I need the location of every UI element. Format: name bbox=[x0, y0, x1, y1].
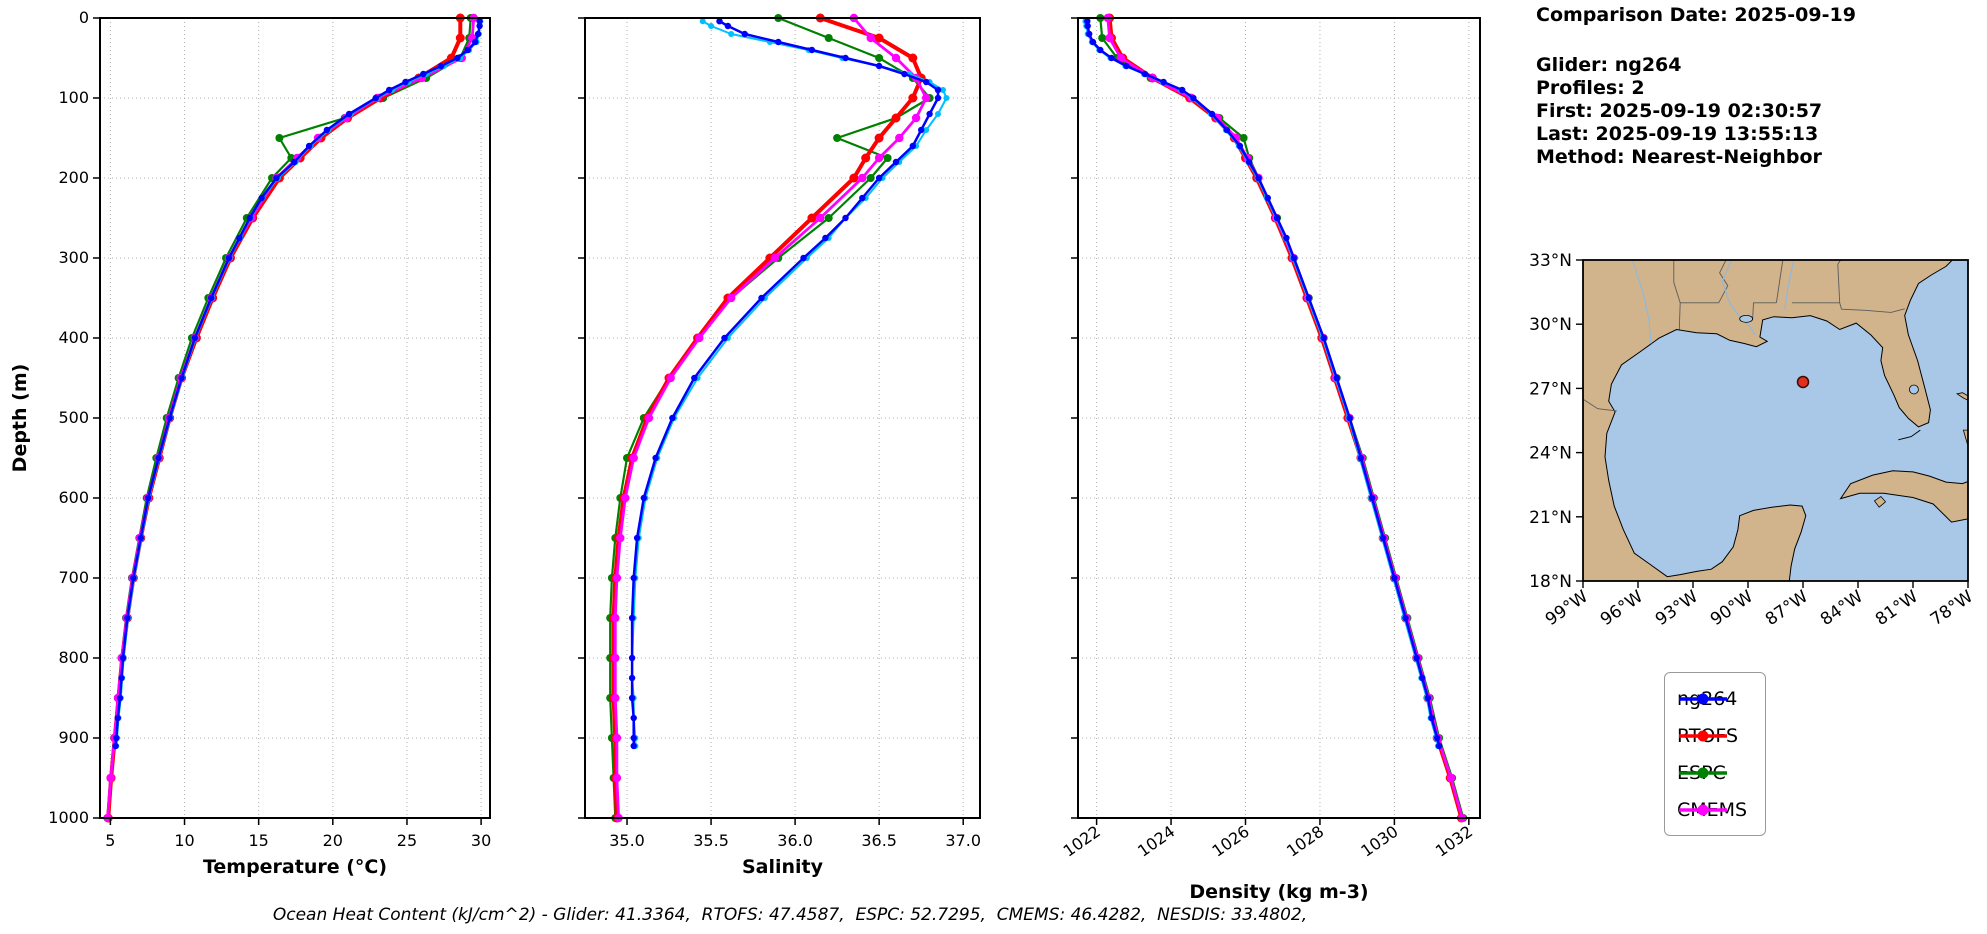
salinity-axis-label: Salinity bbox=[742, 856, 824, 878]
svg-text:81°W: 81°W bbox=[1872, 587, 1922, 630]
series-ESPC bbox=[1096, 14, 1468, 822]
svg-text:1000: 1000 bbox=[48, 808, 89, 827]
legend-item-espc: ESPC bbox=[1677, 754, 1747, 791]
legend-line-sample bbox=[1679, 804, 1727, 815]
svg-text:600: 600 bbox=[58, 488, 89, 507]
series-RTOFS bbox=[609, 13, 926, 823]
svg-text:93°W: 93°W bbox=[1652, 587, 1702, 630]
svg-text:87°W: 87°W bbox=[1762, 587, 1812, 630]
grid bbox=[1078, 17, 1480, 819]
svg-text:200: 200 bbox=[58, 168, 89, 187]
svg-text:1022: 1022 bbox=[1060, 822, 1104, 861]
svg-text:35.5: 35.5 bbox=[693, 831, 729, 850]
svg-text:30: 30 bbox=[471, 831, 491, 850]
svg-text:1026: 1026 bbox=[1209, 822, 1253, 861]
temperature-plot: 5 10 15 20 25 3001002003004005006007008009001… bbox=[9, 8, 491, 878]
land-north-america bbox=[1582, 259, 1954, 582]
salinity-plot: 35.0 35.5 36.0 36.5 37.0 Salinity bbox=[578, 13, 981, 878]
land-isla-juventud bbox=[1873, 495, 1887, 508]
plot-frame bbox=[99, 17, 491, 819]
state-borders bbox=[1582, 259, 1905, 412]
svg-text:800: 800 bbox=[58, 648, 89, 667]
axis-ticks: 5 10 15 20 25 3001002003004005006007008009001… bbox=[48, 8, 491, 850]
info-panel: Comparison Date: 2025-09-19 Glider: ng26… bbox=[1536, 4, 1856, 169]
axis-ticks: 1022 1024 1026 1028 1030 1032 bbox=[1060, 17, 1476, 861]
lake-okeechobee bbox=[1909, 384, 1919, 395]
method: Method: Nearest-Neighbor bbox=[1536, 146, 1822, 168]
svg-text:20: 20 bbox=[323, 831, 343, 850]
ocean-heat-content-text: Ocean Heat Content (kJ/cm^2) - Glider: 4… bbox=[272, 905, 1308, 925]
series-CMEMS bbox=[611, 13, 931, 823]
land-cuba bbox=[1839, 470, 1969, 523]
series-ng264 bbox=[112, 18, 483, 750]
svg-text:300: 300 bbox=[58, 248, 89, 267]
legend-item-ng264: ng264 bbox=[1677, 680, 1747, 717]
last-time: Last: 2025-09-19 13:55:13 bbox=[1536, 123, 1819, 145]
svg-text:96°W: 96°W bbox=[1597, 587, 1647, 630]
series-ng264 bbox=[1084, 18, 1443, 750]
svg-text:100: 100 bbox=[58, 88, 89, 107]
series-RTOFS bbox=[1105, 13, 1466, 823]
svg-text:35.0: 35.0 bbox=[609, 831, 645, 850]
legend-line-sample bbox=[1679, 767, 1727, 778]
svg-text:33°N: 33°N bbox=[1529, 251, 1572, 271]
legend: ng264 RTOFS ESPC CMEMS bbox=[1664, 672, 1767, 836]
gulf-of-mexico-map: 33°N 30°N 27°N 24°N 21°N 18°N99°W 96°W 93°W 90°W… bbox=[1529, 251, 1977, 630]
depth-axis-label: Depth (m) bbox=[9, 364, 31, 473]
series-ng264-profile2 bbox=[113, 18, 484, 749]
rivers bbox=[1631, 259, 1795, 344]
series-ESPC bbox=[103, 14, 475, 822]
svg-text:1032: 1032 bbox=[1432, 822, 1476, 861]
density-axis-label: Density (kg m-3) bbox=[1189, 881, 1368, 903]
svg-text:27°N: 27°N bbox=[1529, 379, 1572, 399]
svg-text:84°W: 84°W bbox=[1817, 587, 1867, 630]
lake-pontchartrain bbox=[1739, 314, 1754, 323]
svg-text:10: 10 bbox=[174, 831, 194, 850]
svg-text:90°W: 90°W bbox=[1707, 587, 1757, 630]
svg-text:1024: 1024 bbox=[1134, 822, 1178, 861]
svg-text:78°W: 78°W bbox=[1927, 587, 1977, 630]
svg-text:1028: 1028 bbox=[1283, 822, 1327, 861]
svg-text:15: 15 bbox=[248, 831, 268, 850]
svg-text:99°W: 99°W bbox=[1542, 587, 1592, 630]
glider-location-marker bbox=[1796, 375, 1810, 389]
profile-count: Profiles: 2 bbox=[1536, 77, 1645, 99]
series-ng264-profile2 bbox=[1082, 18, 1441, 749]
grid bbox=[100, 17, 490, 819]
svg-text:700: 700 bbox=[58, 568, 89, 587]
series-ng264 bbox=[628, 18, 942, 750]
svg-text:400: 400 bbox=[58, 328, 89, 347]
svg-text:1030: 1030 bbox=[1357, 822, 1401, 861]
glider-name: Glider: ng264 bbox=[1536, 54, 1682, 76]
svg-text:500: 500 bbox=[58, 408, 89, 427]
legend-item-rtofs: RTOFS bbox=[1677, 717, 1747, 754]
svg-text:0: 0 bbox=[79, 8, 89, 27]
svg-text:900: 900 bbox=[58, 728, 89, 747]
legend-item-cmems: CMEMS bbox=[1677, 791, 1747, 828]
series-ng264-profile2 bbox=[629, 18, 950, 749]
svg-text:37.0: 37.0 bbox=[945, 831, 981, 850]
map-frame bbox=[1582, 259, 1969, 582]
svg-text:24°N: 24°N bbox=[1529, 444, 1572, 464]
density-plot: 1022 1024 1026 1028 1030 1032 Density (kg m-3) bbox=[1060, 13, 1481, 903]
comparison-date: Comparison Date: 2025-09-19 bbox=[1536, 4, 1856, 26]
svg-text:18°N: 18°N bbox=[1529, 572, 1572, 592]
florida-keys bbox=[1898, 429, 1921, 441]
grid bbox=[585, 17, 980, 819]
svg-text:25: 25 bbox=[397, 831, 417, 850]
axis-ticks: 35.0 35.5 36.0 36.5 37.0 bbox=[578, 17, 981, 850]
svg-text:5: 5 bbox=[105, 831, 115, 850]
svg-text:36.5: 36.5 bbox=[861, 831, 897, 850]
svg-text:36.0: 36.0 bbox=[777, 831, 813, 850]
legend-line-sample bbox=[1679, 730, 1727, 741]
svg-text:21°N: 21°N bbox=[1529, 508, 1572, 528]
svg-text:30°N: 30°N bbox=[1529, 315, 1572, 335]
temperature-axis-label: Temperature (°C) bbox=[203, 856, 387, 878]
first-time: First: 2025-09-19 02:30:57 bbox=[1536, 100, 1823, 122]
legend-line-sample bbox=[1679, 693, 1727, 704]
